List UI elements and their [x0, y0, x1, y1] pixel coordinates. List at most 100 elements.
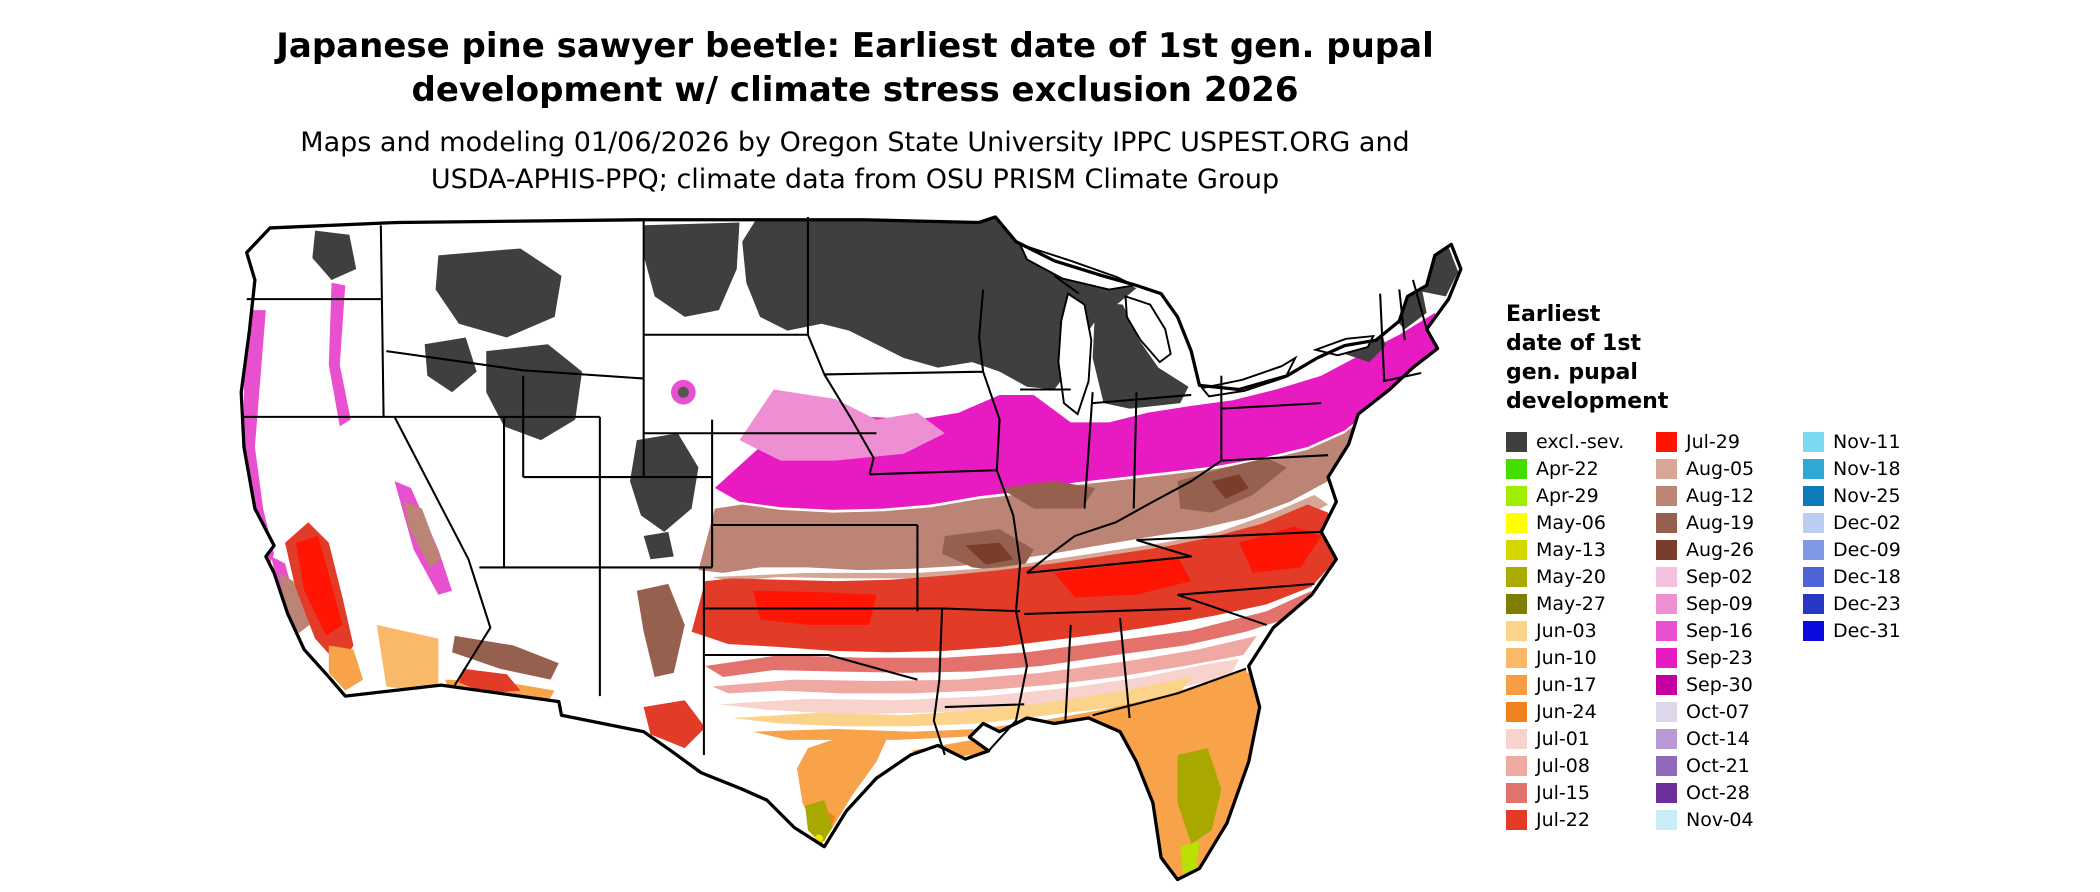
map-patch-brown-darkest-wv: [1211, 474, 1249, 499]
legend-title-line1: Earliest: [1506, 302, 1601, 327]
legend-column: excl.-sev. Apr-22 Apr-29 May-06 May-13 May-20…: [1506, 428, 1624, 833]
map-wtx-red: [643, 700, 706, 749]
legend-label: Dec-18: [1833, 565, 1901, 588]
legend-row: May-27: [1506, 590, 1624, 617]
legend-swatch: [1656, 701, 1677, 722]
legend-swatch: [1506, 593, 1527, 614]
legend-swatch: [1656, 782, 1677, 803]
map-ca-desert-orange: [376, 624, 439, 694]
legend-row: Jun-17: [1506, 671, 1624, 698]
legend-row: Nov-18: [1803, 455, 1901, 482]
legend-body: excl.-sev. Apr-22 Apr-29 May-06 May-13 May-20…: [1506, 428, 1926, 848]
legend-swatch: [1803, 566, 1824, 587]
legend-label: Aug-05: [1686, 457, 1755, 480]
legend-row: Aug-26: [1656, 536, 1754, 563]
legend-label: Dec-31: [1833, 619, 1901, 642]
legend-column: Nov-11 Nov-18 Nov-25 Dec-02 Dec-09 Dec-18 Dec-…: [1803, 428, 1901, 644]
legend-label: Jun-17: [1536, 673, 1597, 696]
map-florida-olive: [1177, 748, 1222, 844]
legend-swatch: [1803, 485, 1824, 506]
legend-row: Jul-08: [1506, 752, 1624, 779]
map-subtitle-line2: USDA-APHIS-PPQ; climate data from OSU PR…: [430, 164, 1280, 195]
legend-label: Sep-16: [1686, 619, 1753, 642]
legend-row: Dec-02: [1803, 509, 1901, 536]
legend-swatch: [1506, 566, 1527, 587]
map-ca-south-orange: [328, 645, 364, 691]
map-patch-red-bright-tennessee: [1054, 556, 1192, 598]
legend-swatch: [1656, 485, 1677, 506]
legend-swatch: [1506, 674, 1527, 695]
map-band-magenta-dakotas: [739, 389, 945, 461]
map-blackhills-gray-core: [677, 386, 689, 398]
legend-row: May-20: [1506, 563, 1624, 590]
legend-row: Dec-31: [1803, 617, 1901, 644]
legend-label: Jun-10: [1536, 646, 1597, 669]
legend-row: Sep-23: [1656, 644, 1754, 671]
legend-swatch: [1803, 431, 1824, 452]
legend-swatch: [1656, 647, 1677, 668]
legend-swatch: [1803, 458, 1824, 479]
legend-swatch: [1506, 647, 1527, 668]
map-gray-colorado-south: [643, 531, 674, 560]
legend-row: Apr-22: [1506, 455, 1624, 482]
legend-label: Nov-18: [1833, 457, 1901, 480]
legend-row: Nov-11: [1803, 428, 1901, 455]
legend-row: Sep-16: [1656, 617, 1754, 644]
legend-swatch: [1656, 458, 1677, 479]
legend-swatch: [1506, 701, 1527, 722]
legend-row: Jun-03: [1506, 617, 1624, 644]
legend-label: Jun-24: [1536, 700, 1597, 723]
legend-swatch: [1803, 539, 1824, 560]
legend-label: Oct-14: [1686, 727, 1750, 750]
legend-label: Nov-11: [1833, 430, 1901, 453]
legend-label: May-20: [1536, 565, 1606, 588]
legend-row: Oct-14: [1656, 725, 1754, 752]
map-band-jun03: [732, 676, 1192, 727]
map-gray-central-montana: [435, 248, 562, 338]
map-band-jul08: [712, 635, 1257, 694]
legend-row: Jul-29: [1656, 428, 1754, 455]
legend-label: Oct-21: [1686, 754, 1750, 777]
map-band-magenta: [714, 312, 1446, 510]
map-florida-green-tip: [1180, 841, 1200, 875]
legend-row: Aug-19: [1656, 509, 1754, 536]
map-az-red: [458, 668, 521, 694]
legend-label: Jun-03: [1536, 619, 1597, 642]
legend-row: Sep-02: [1656, 563, 1754, 590]
legend-row: Dec-18: [1803, 563, 1901, 590]
state-borders: [241, 216, 1428, 756]
map-sierra-brown: [404, 501, 442, 568]
legend-row: Oct-21: [1656, 752, 1754, 779]
legend-swatch: [1656, 431, 1677, 452]
legend-title: Earliest date of 1st gen. pupal developm…: [1506, 300, 1926, 416]
legend-row: Sep-09: [1656, 590, 1754, 617]
legend-swatch: [1506, 755, 1527, 776]
map-gray-washington: [312, 230, 357, 280]
legend-label: Jul-15: [1536, 781, 1590, 804]
map-nm-mtn-brown: [636, 583, 685, 677]
legend-label: Aug-26: [1686, 538, 1755, 561]
legend-label: Apr-22: [1536, 457, 1599, 480]
legend-row: May-13: [1506, 536, 1624, 563]
us-outline: [239, 215, 1463, 882]
legend-label: excl.-sev.: [1536, 430, 1625, 453]
legend-swatch: [1506, 539, 1527, 560]
legend-row: Jun-10: [1506, 644, 1624, 671]
legend-label: Jul-01: [1536, 727, 1590, 750]
legend-row: Oct-28: [1656, 779, 1754, 806]
legend-row: Nov-04: [1656, 806, 1754, 833]
legend-label: Dec-23: [1833, 592, 1901, 615]
legend-row: May-06: [1506, 509, 1624, 536]
legend-swatch: [1656, 620, 1677, 641]
map-olive-south-texas: [805, 800, 833, 844]
legend-row: Jul-15: [1506, 779, 1624, 806]
legend-title-line4: development: [1506, 389, 1669, 414]
legend-row: Oct-07: [1656, 698, 1754, 725]
legend-row: Aug-05: [1656, 455, 1754, 482]
legend-swatch: [1656, 566, 1677, 587]
legend-row: Jun-24: [1506, 698, 1624, 725]
legend-swatch: [1506, 620, 1527, 641]
map-cascades-magenta: [328, 282, 351, 427]
map-patch-red-bright-carolinas: [1239, 526, 1322, 573]
map-title: Japanese pine sawyer beetle: Earliest da…: [150, 24, 1560, 112]
